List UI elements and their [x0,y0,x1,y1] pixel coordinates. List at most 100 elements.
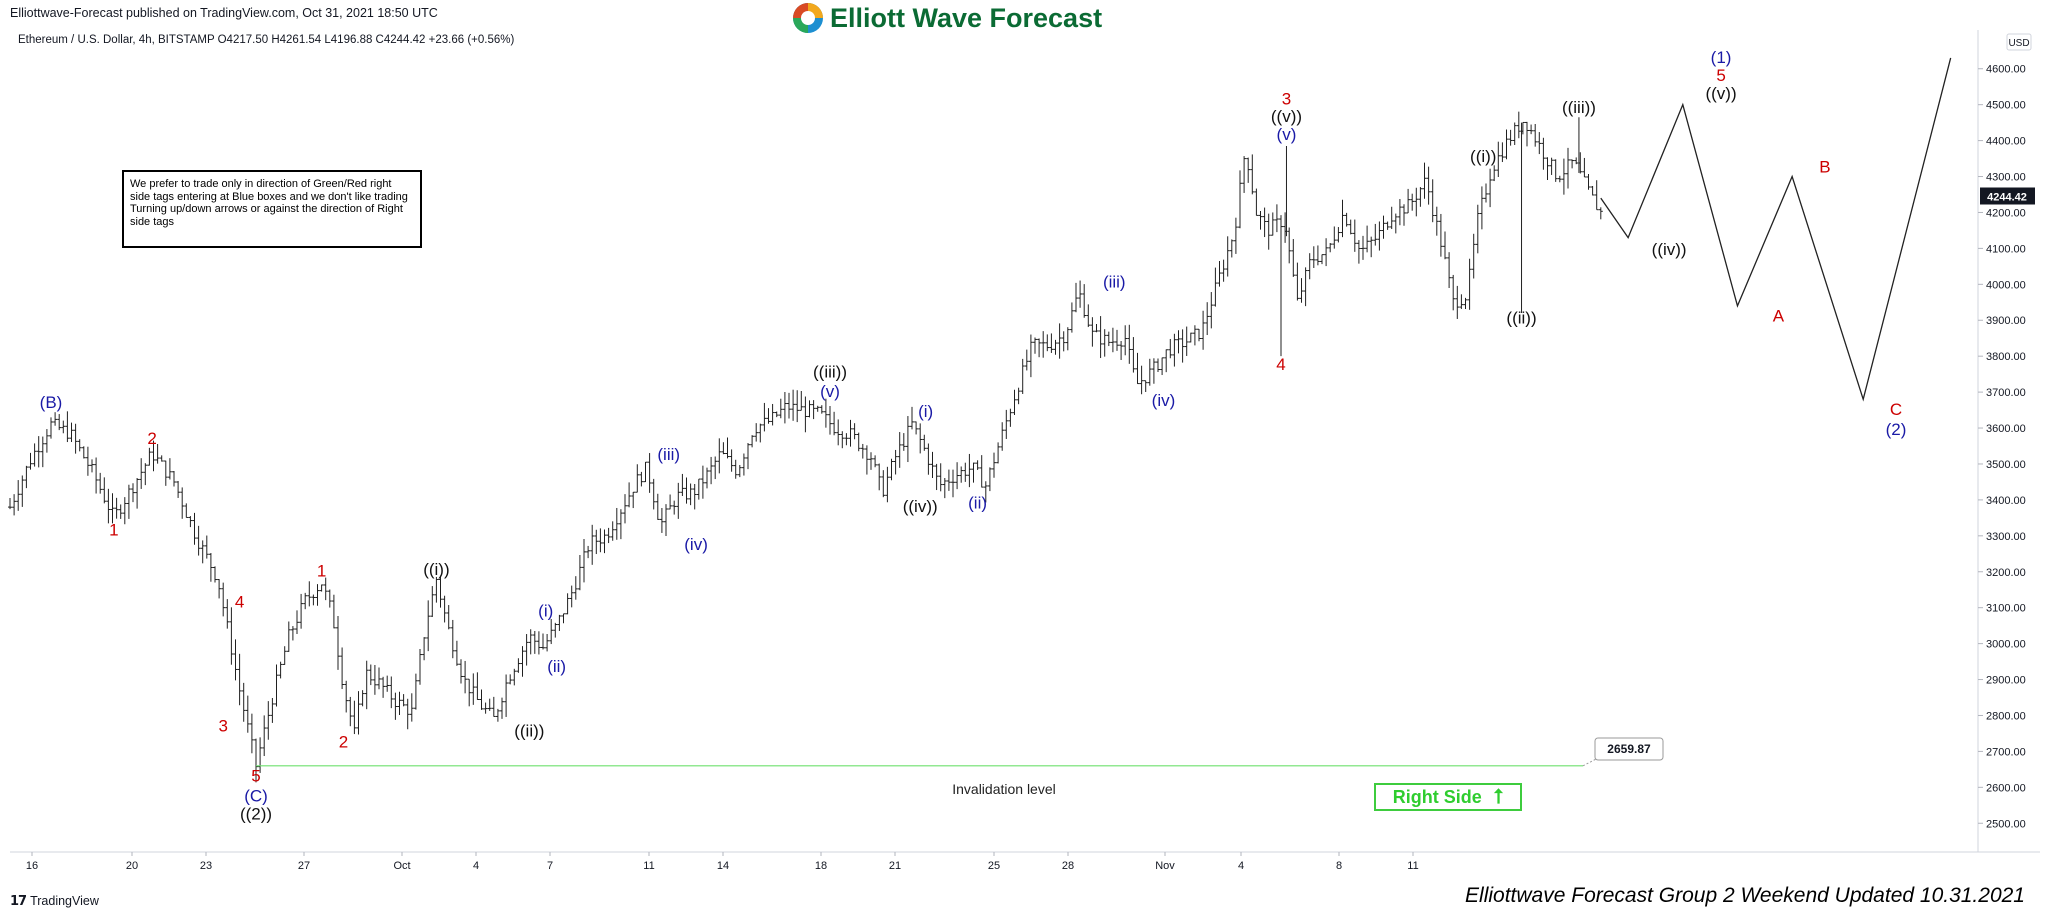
symbol-line: Ethereum / U.S. Dollar, 4h, BITSTAMP O42… [18,34,515,46]
trading-note-text: We prefer to trade only in direction of … [130,178,408,228]
wave-label: (C) [244,786,268,805]
projection-line [1600,57,1952,402]
y-tick-label: 2500.00 [1986,818,2026,830]
current-price-label: 4244.42 [1987,192,2027,204]
wave-label: (ii) [968,494,987,513]
wave-label: 5 [1716,66,1725,85]
wave-label: 4 [235,592,244,611]
y-tick-label: 4100.00 [1986,243,2026,255]
x-tick-label: 4 [473,860,479,872]
x-tick-label: 11 [643,860,654,872]
wave-label: (v) [820,382,840,401]
wave-label: ((2)) [240,804,272,823]
wave-label: ((ii)) [1506,308,1536,327]
wave-label: (i) [538,601,553,620]
wave-label: (v) [1277,125,1297,144]
trading-note: We prefer to trade only in direction of … [122,170,422,248]
wave-label: (ii) [547,657,566,676]
x-tick-label: 4 [1238,860,1244,872]
wave-label: B [1819,158,1830,177]
wave-label: A [1773,307,1785,326]
invalidation-text: Invalidation level [952,781,1056,797]
wave-label: (B) [40,393,63,412]
wave-label: ((v)) [1271,107,1302,126]
y-tick-label: 3700.00 [1986,387,2026,399]
wave-label: ((i)) [1470,147,1496,166]
published-line: Elliottwave-Forecast published on Tradin… [10,6,438,20]
y-tick-label: 4000.00 [1986,279,2026,291]
x-tick-label: 28 [1062,860,1074,872]
x-tick-label: 23 [200,860,212,872]
y-tick-label: 3000.00 [1986,639,2026,651]
wave-label: (1) [1711,48,1732,67]
x-tick-label: 20 [126,860,138,872]
invalidation-value: 2659.87 [1607,742,1651,756]
wave-label: 2 [147,429,156,448]
invalidation-value-box [1594,737,1664,761]
x-tick-label: 18 [815,860,827,872]
x-tick-label: 16 [26,860,38,872]
y-tick-label: 3500.00 [1986,459,2026,471]
currency-box [2006,33,2032,51]
wave-label: ((v)) [1705,84,1736,103]
y-tick-label: 3800.00 [1986,351,2026,363]
wave-labels: (B)21435(C)((2))12((i))((ii))(i)(ii)(iii… [40,48,1907,823]
currency-label: USD [2008,38,2029,49]
tradingview-brand[interactable]: 𝟭𝟳 TradingView [10,893,99,909]
footer-updated: Elliottwave Forecast Group 2 Weekend Upd… [1465,884,2025,907]
invalidation-leader [1582,756,1601,767]
y-tick-label: 2800.00 [1986,710,2026,722]
y-tick-label: 3300.00 [1986,531,2026,543]
wave-label: ((ii)) [514,722,544,741]
up-arrow-icon: ⭡ [1493,785,1504,808]
y-tick-label: 2900.00 [1986,675,2026,687]
wave-label: (iii) [657,445,680,464]
brand-name: Elliott Wave Forecast [830,2,1103,33]
wave-label: 3 [1282,89,1291,108]
wave-label: (iii) [1103,273,1126,292]
wave-label: ((i)) [423,560,449,579]
x-tick-label: 14 [717,860,729,872]
wave-label: ((iv)) [903,497,938,516]
x-tick-label: 27 [298,860,310,872]
wave-label: 3 [218,716,227,735]
wave-label: (i) [918,402,933,421]
wave-label: 1 [317,562,326,581]
right-side-tag: Right Side ⭡ [1374,783,1522,811]
y-tick-label: 4200.00 [1986,207,2026,219]
wave-label: (iv) [684,535,708,554]
x-tick-label: 8 [1336,860,1342,872]
x-tick-label: 7 [547,860,553,872]
y-tick-label: 3200.00 [1986,567,2026,579]
wave-label: 1 [109,520,118,539]
y-tick-label: 2600.00 [1986,782,2026,794]
right-side-label: Right Side [1392,786,1482,807]
candles [8,111,1603,783]
y-tick-label: 3100.00 [1986,603,2026,615]
wave-label: 2 [339,732,348,751]
wave-label: C [1890,400,1902,419]
y-tick-label: 3600.00 [1986,423,2026,435]
wave-label: (iv) [1152,391,1176,410]
y-tick-label: 3900.00 [1986,315,2026,327]
y-tick-label: 4500.00 [1986,100,2026,112]
y-tick-label: 4300.00 [1986,172,2026,184]
axes: 2500.00 2600.00 2700.00 2800.00 2900.00 3000.… [10,30,2040,872]
wave-label: ((iii)) [1562,98,1596,117]
x-tick-label: 25 [988,860,1000,872]
current-price-box [1980,187,2035,205]
invalidation-group: 2659.87 Invalidation level [256,737,1664,797]
brand-logo: Elliott Wave Forecast [792,0,1102,36]
wave-label: 5 [251,767,260,786]
wave-label: (2) [1886,420,1907,439]
globe-icon [793,3,823,33]
y-tick-label: 4400.00 [1986,136,2026,148]
wave-label: ((iv)) [1652,240,1687,259]
tradingview-label: TradingView [30,894,99,908]
tradingview-logo-icon: 𝟭𝟳 [10,893,27,908]
x-tick-label: Oct [393,860,410,872]
y-tick-label: 3400.00 [1986,495,2026,507]
wave-label: ((iii)) [813,362,847,381]
y-tick-label: 2700.00 [1986,746,2026,758]
